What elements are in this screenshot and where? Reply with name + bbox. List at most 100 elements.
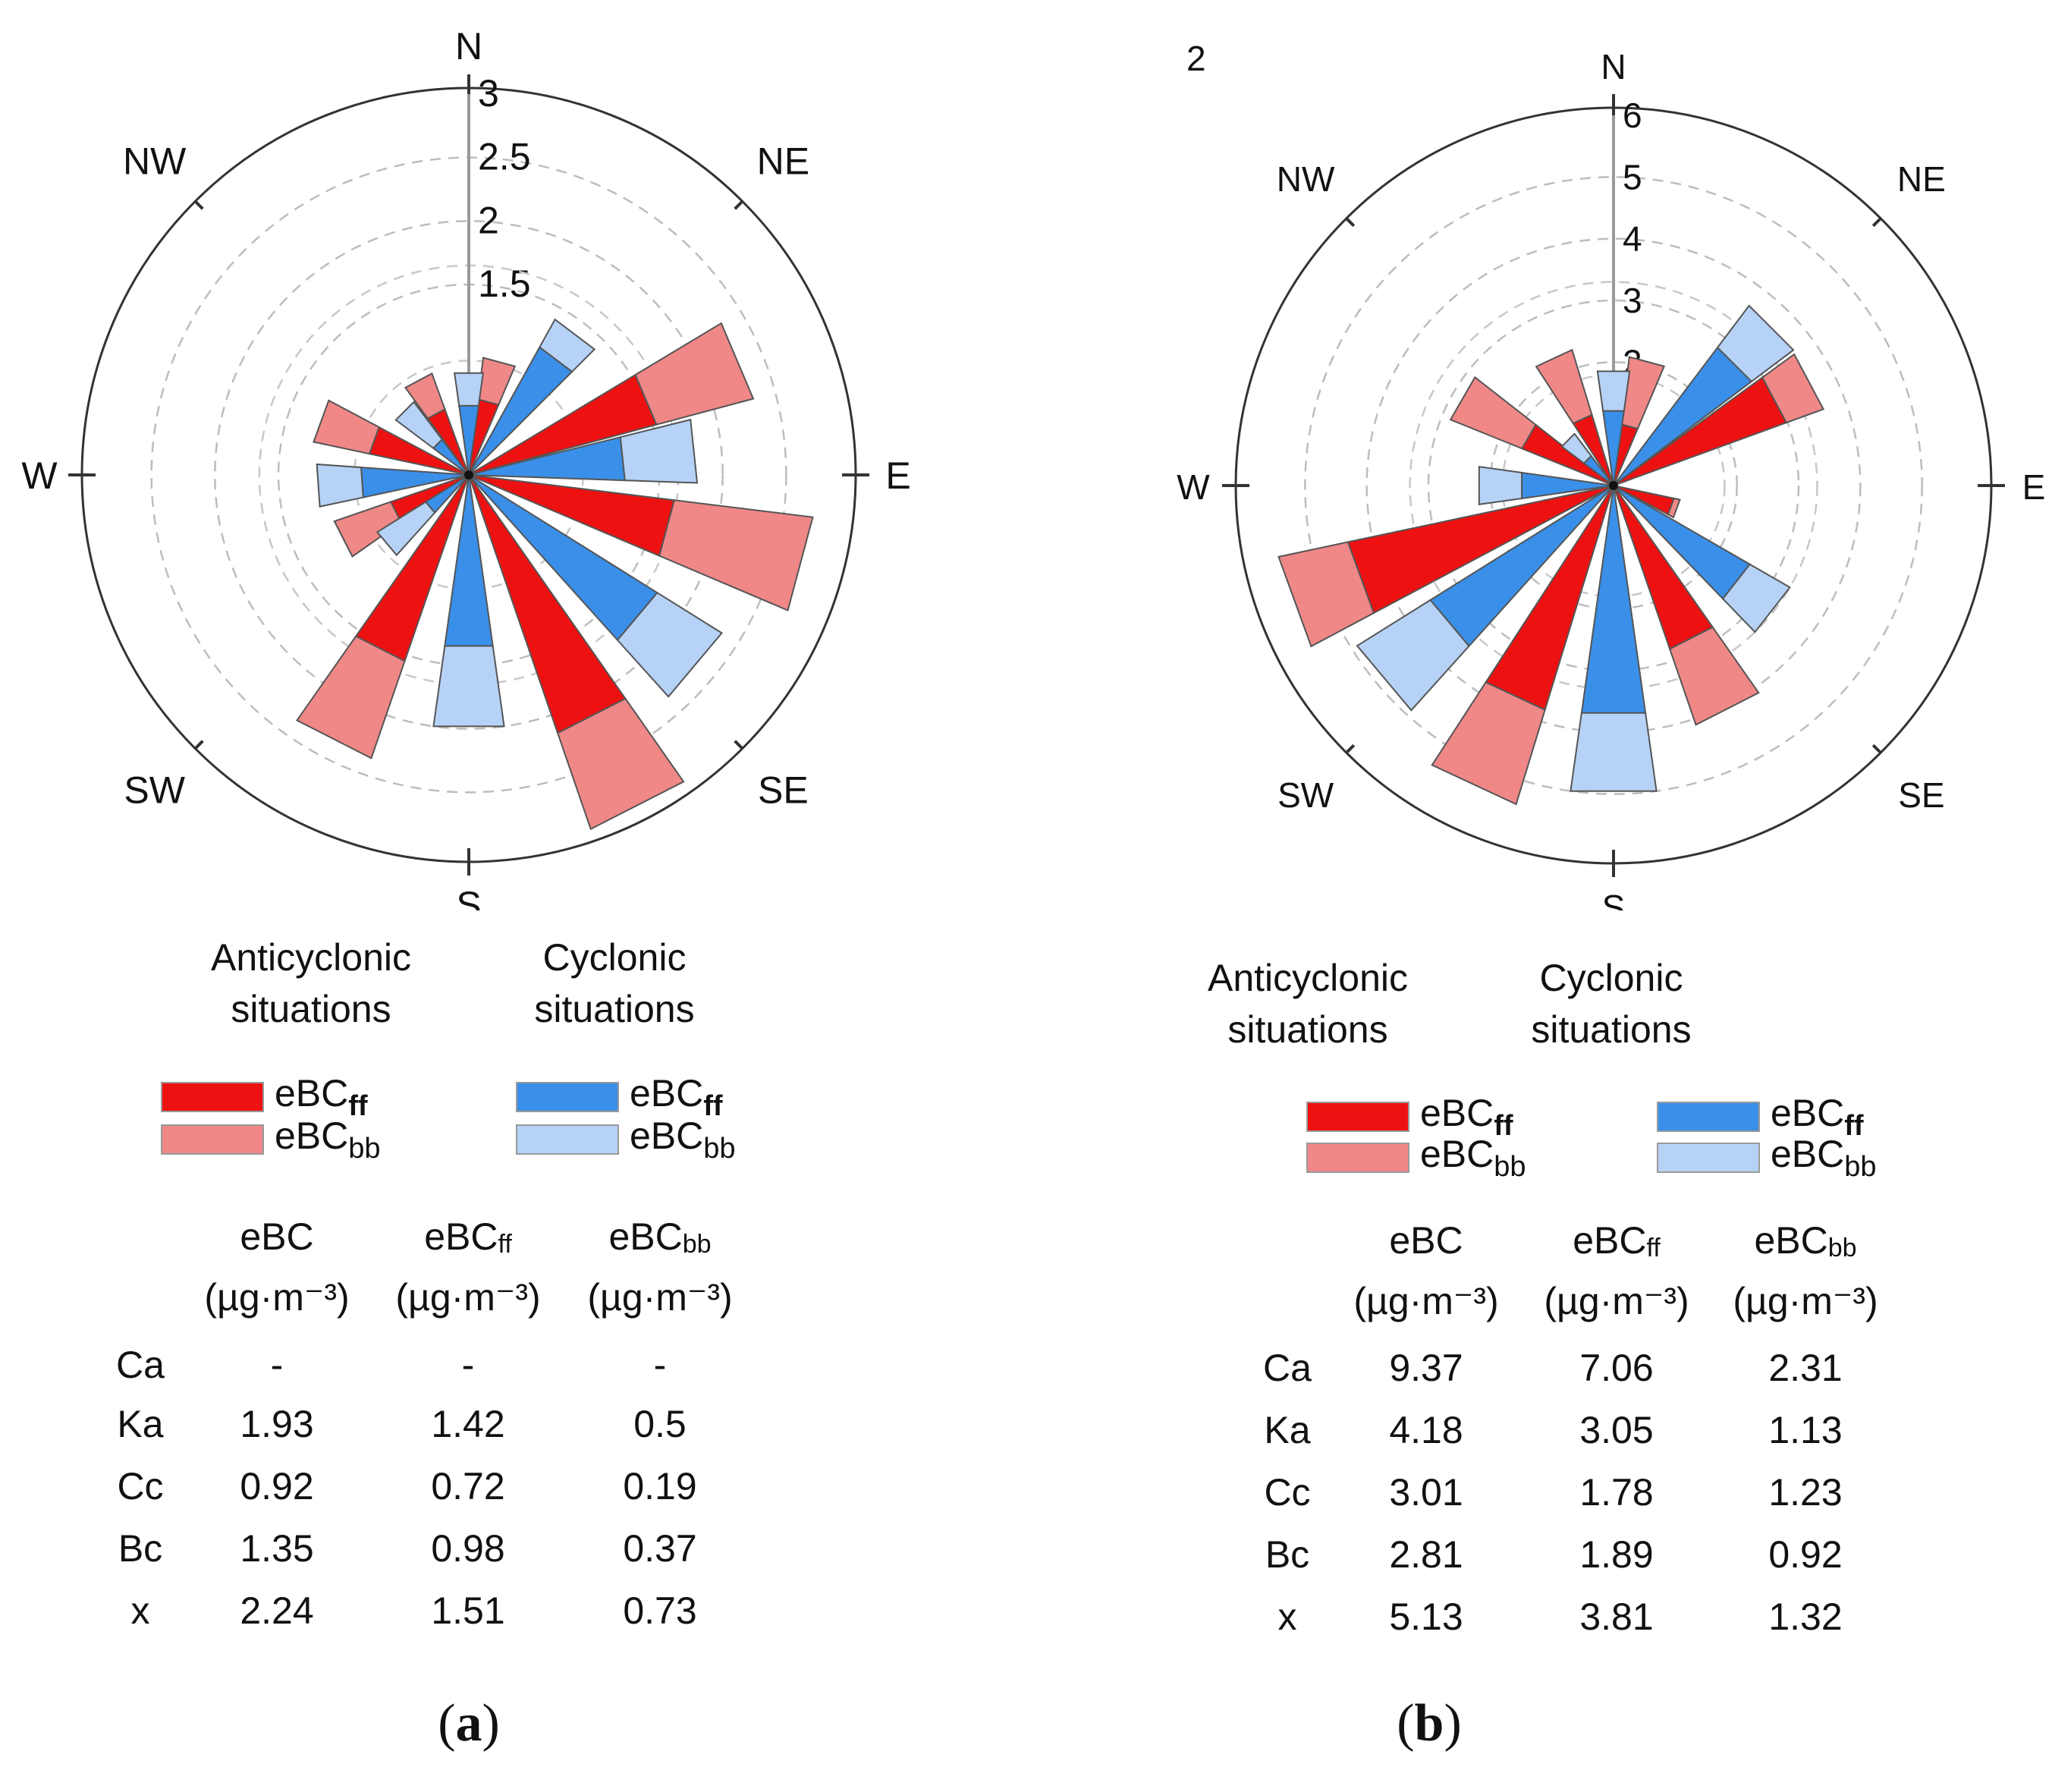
compass-tick — [1871, 744, 1882, 754]
legend-swatch — [1306, 1102, 1409, 1132]
compass-tick — [734, 200, 744, 210]
anticyclonic-bb-sector — [296, 635, 406, 759]
cyclonic-ff-sector — [1602, 410, 1625, 486]
cyclonic-ff-sector — [468, 346, 573, 476]
compass-tick — [193, 740, 204, 750]
anticyclonic-bb-sector — [313, 399, 381, 455]
direction-label-nw: NW — [123, 140, 187, 183]
center-point — [1609, 481, 1618, 490]
anticyclonic-ff-sector — [468, 474, 675, 557]
radial-tick-label: 6 — [1623, 96, 1642, 135]
cyclonic-ff-sector — [468, 435, 626, 482]
direction-label-ne: NE — [757, 140, 809, 183]
panel-a: 1.5 2 2.5 3 N NE E SE S SW W NW Anticyclonic situat… — [21, 25, 910, 1753]
anticyclonic-ff-sector — [1485, 485, 1614, 711]
legend-item-anticyclonic-ff: eBCff — [1306, 1091, 1513, 1143]
legend-swatch — [161, 1124, 264, 1155]
direction-label-w: W — [21, 454, 58, 497]
anticyclonic-ff-sector — [1613, 485, 1714, 650]
direction-label-sw: SW — [1277, 775, 1334, 815]
legend-cyclonic-heading: Cyclonic situations — [534, 936, 695, 1030]
legend-item-cyclonic-bb: eBCbb — [516, 1114, 736, 1165]
radial-tick-label: 2.5 — [478, 136, 531, 178]
direction-label-w: W — [1177, 467, 1210, 507]
compass-tick — [1345, 217, 1356, 228]
direction-label-e: E — [2022, 467, 2046, 507]
direction-label-ne: NE — [1897, 159, 1946, 199]
legend-item-anticyclonic-bb: eBCbb — [161, 1114, 381, 1165]
anticyclonic-ff-sector — [368, 426, 470, 476]
direction-label-nw: NW — [1277, 159, 1335, 199]
center-point — [464, 470, 473, 479]
legend-item-cyclonic-ff: eBCff — [1657, 1091, 1864, 1143]
legend-cyclonic-heading: Cyclonic situations — [1531, 957, 1692, 1051]
panel-caption-b: (b) — [1397, 1694, 1462, 1753]
legend-swatch — [1657, 1102, 1760, 1132]
table-header: eBCbb (µg·m⁻³) — [587, 1215, 733, 1319]
anticyclonic-ff-sector — [354, 474, 470, 662]
anticyclonic-ff-sector — [1613, 376, 1788, 486]
cyclonic-bb-sector — [1570, 712, 1658, 792]
direction-label-n: N — [455, 25, 482, 68]
legend-item-cyclonic-bb: eBCbb — [1657, 1132, 1877, 1184]
legend-swatch — [516, 1124, 619, 1155]
table-header: eBCff (µg·m⁻³) — [395, 1215, 541, 1319]
legend-item-anticyclonic-ff: eBCff — [161, 1071, 368, 1123]
radial-tick-label: 1.5 — [478, 263, 531, 305]
anticyclonic-bb-sector — [1449, 376, 1537, 450]
legend-anticyclonic-heading: Anticyclonic situations — [1208, 957, 1408, 1051]
radial-tick-label: 3 — [478, 72, 499, 115]
cyclonic-bb-sector — [1478, 465, 1523, 506]
cyclonic-bb-sector — [1596, 370, 1631, 412]
legend-item-anticyclonic-bb: eBCbb — [1306, 1132, 1526, 1184]
table-header: eBC (µg·m⁻³) — [204, 1215, 350, 1319]
radial-tick-label: 3 — [1623, 281, 1642, 320]
legend-item-cyclonic-ff: eBCff — [516, 1071, 723, 1123]
anticyclonic-ff-sector — [1613, 485, 1675, 516]
anticyclonic-bb-sector — [634, 322, 755, 426]
cyclonic-ff-sector — [1521, 471, 1614, 500]
anticyclonic-ff-sector — [468, 474, 627, 734]
legend-swatch — [1657, 1143, 1760, 1173]
gridline-circle — [1304, 176, 1923, 795]
anticyclonic-bb-sector — [477, 357, 517, 406]
legend-swatch — [1306, 1143, 1409, 1173]
anticyclonic-bb-sector — [658, 499, 814, 611]
cyclonic-ff-sector — [1429, 485, 1614, 648]
cyclonic-ff-sector — [458, 404, 479, 476]
panel-b: 23456NNEESESSWWNW 2 Anticyclonic situati… — [1026, 0, 2051, 1792]
table-header: eBCbb (µg·m⁻³) — [1733, 1219, 1878, 1322]
compass-tick — [1345, 744, 1356, 754]
legend-anticyclonic-heading: Anticyclonic situations — [211, 936, 411, 1030]
cyclonic-ff-sector — [444, 474, 494, 647]
cyclonic-ff-sector — [1613, 485, 1752, 600]
wind-rose-a: 1.5 2 2.5 3N NE E SE S SW W NW — [21, 25, 910, 910]
radial-tick-label: 2 — [478, 199, 499, 241]
compass-tick — [193, 200, 204, 210]
direction-label-sw: SW — [124, 769, 185, 811]
direction-label-s: S — [456, 884, 481, 910]
compass-tick — [1871, 217, 1882, 228]
cyclonic-ff-sector — [1613, 346, 1753, 486]
panel-caption-a: (a) — [438, 1694, 500, 1753]
direction-label-se: SE — [758, 769, 809, 811]
direction-label-s: S — [1602, 888, 1626, 910]
cyclonic-bb-sector — [453, 372, 485, 407]
anticyclonic-bb-sector — [1620, 356, 1666, 430]
cyclonic-ff-sector — [360, 467, 470, 498]
gridline-circle — [214, 220, 724, 730]
cyclonic-ff-sector — [468, 474, 658, 642]
radial-tick-label: 4 — [1623, 219, 1642, 259]
wind-rose-b: 23456NNEESESSWWNW — [1177, 47, 2046, 910]
cyclonic-ff-sector — [1582, 454, 1614, 486]
anticyclonic-ff-sector — [468, 373, 658, 476]
anticyclonic-ff-sector — [1347, 485, 1614, 615]
table-header: eBCff (µg·m⁻³) — [1544, 1219, 1689, 1322]
legend-swatch — [161, 1082, 264, 1112]
radial-tick-label: 5 — [1623, 157, 1642, 196]
cyclonic-bb-sector — [316, 463, 364, 508]
direction-label-e: E — [885, 454, 910, 497]
anticyclonic-ff-sector — [1572, 413, 1614, 486]
direction-label-se: SE — [1898, 775, 1944, 815]
cyclonic-bb-sector — [432, 645, 505, 728]
